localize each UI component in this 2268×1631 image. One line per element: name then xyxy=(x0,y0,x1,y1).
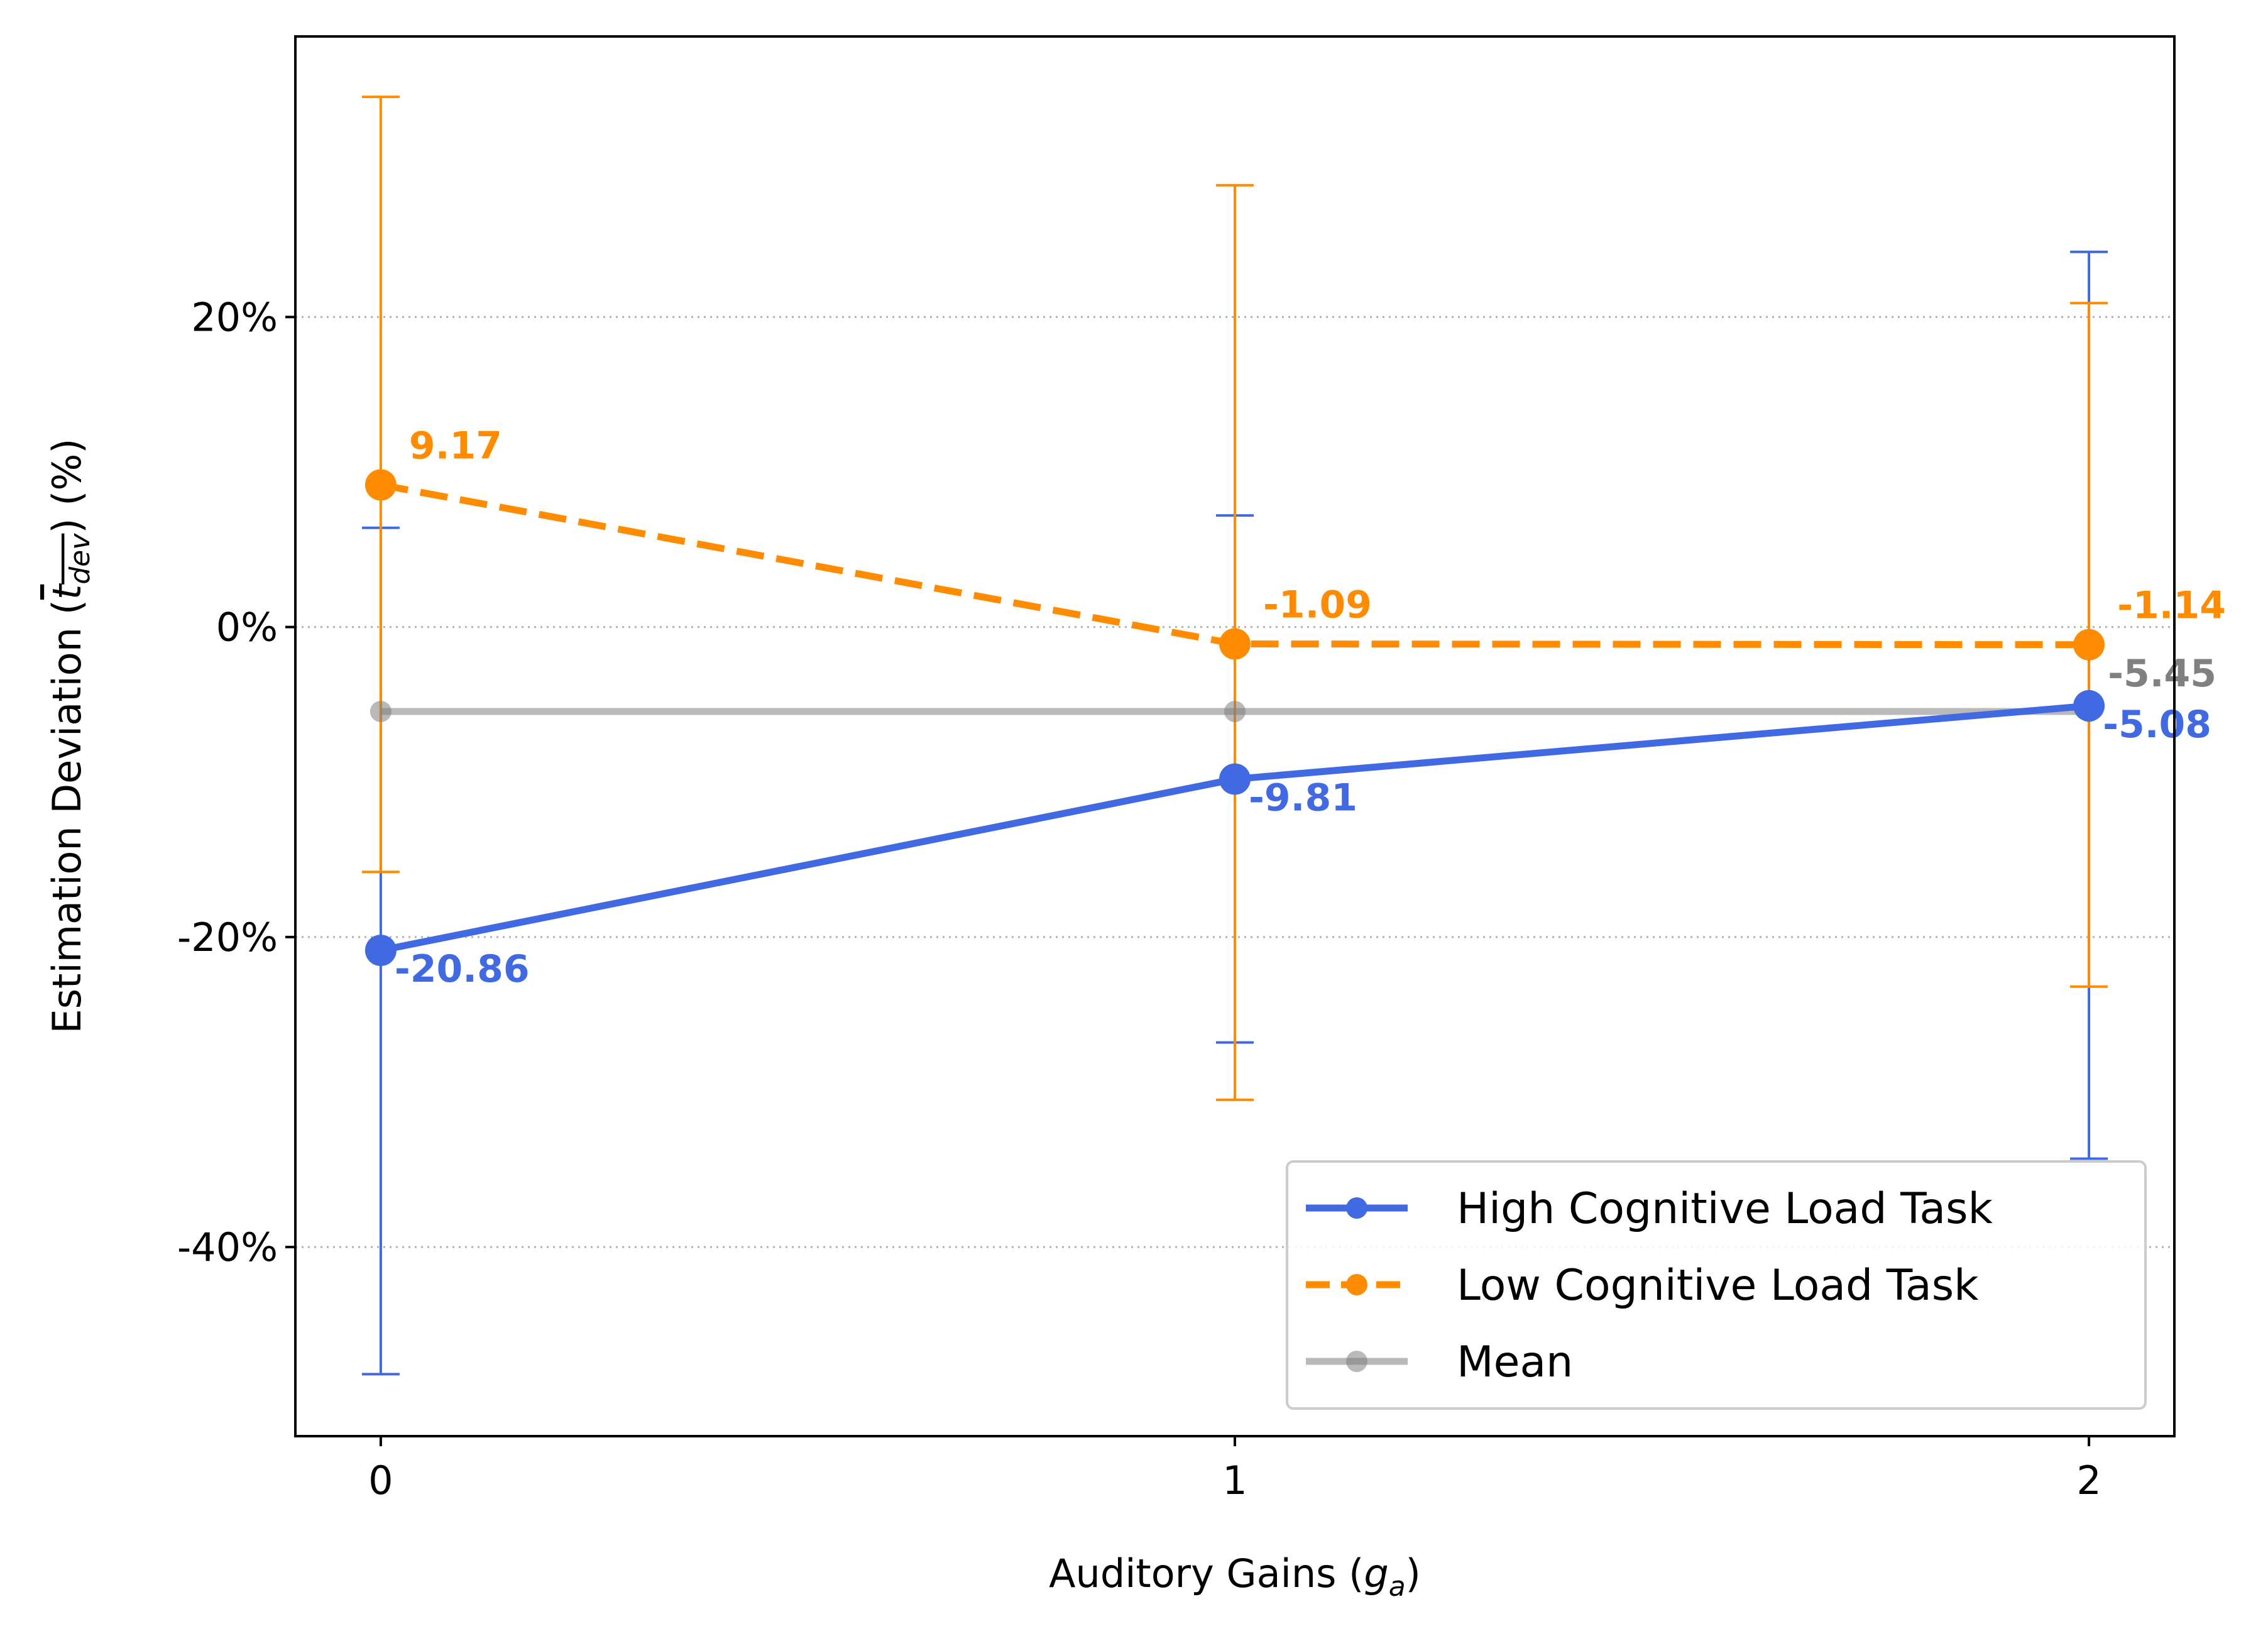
x-axis-title: Auditory Gains (ga) xyxy=(1049,1551,1421,1603)
series-marker-1-1 xyxy=(1219,628,1251,660)
y-tick-label-3: -40% xyxy=(177,1224,278,1270)
legend: High Cognitive Load Task Low Cognitive Lo… xyxy=(1286,1160,2147,1410)
series-marker-1-2 xyxy=(2073,629,2105,661)
x-tick-label-2: 2 xyxy=(2076,1458,2101,1503)
legend-marker-2 xyxy=(1346,1351,1367,1372)
y-axis-title: Estimation Deviation (tdev) (%) xyxy=(44,439,96,1034)
data-label-0-2: -5.08 xyxy=(2103,703,2211,747)
data-label-0-0: -20.86 xyxy=(395,947,530,991)
x-tick-label-1: 1 xyxy=(1222,1458,1247,1503)
data-label-0-1: -9.81 xyxy=(1249,776,1357,820)
series-marker-0-1 xyxy=(1219,763,1251,795)
legend-marker-0 xyxy=(1346,1197,1367,1219)
legend-box xyxy=(1286,1160,2147,1410)
y-tick-label-0: 20% xyxy=(191,294,278,340)
legend-label-1: Low Cognitive Load Task xyxy=(1457,1261,1979,1310)
y-tick-label-1: 0% xyxy=(216,605,278,651)
x-tick-label-0: 0 xyxy=(368,1458,393,1503)
series-marker-1-0 xyxy=(364,469,397,501)
series-marker-2-1 xyxy=(1224,701,1246,723)
data-label-1-0: 9.17 xyxy=(409,424,502,468)
data-label-2-2: -5.45 xyxy=(2108,652,2216,696)
series-marker-2-0 xyxy=(370,701,392,723)
data-label-1-1: -1.09 xyxy=(1263,583,1372,627)
legend-label-2: Mean xyxy=(1457,1337,1573,1387)
series-marker-0-0 xyxy=(364,935,397,967)
y-tick-label-2: -20% xyxy=(177,914,278,960)
series-markers xyxy=(364,469,2105,967)
axis-ticks: 20% 0% -20% -40% 0 1 2 xyxy=(177,294,2101,1503)
data-label-1-2: -1.14 xyxy=(2117,584,2226,628)
data-labels: -20.86 -9.81 -5.08 9.17 -1.09 -1.14 -5.45 xyxy=(395,424,2226,991)
series-marker-0-2 xyxy=(2073,689,2105,722)
legend-marker-1 xyxy=(1346,1274,1367,1295)
legend-label-0: High Cognitive Load Task xyxy=(1457,1184,1993,1234)
